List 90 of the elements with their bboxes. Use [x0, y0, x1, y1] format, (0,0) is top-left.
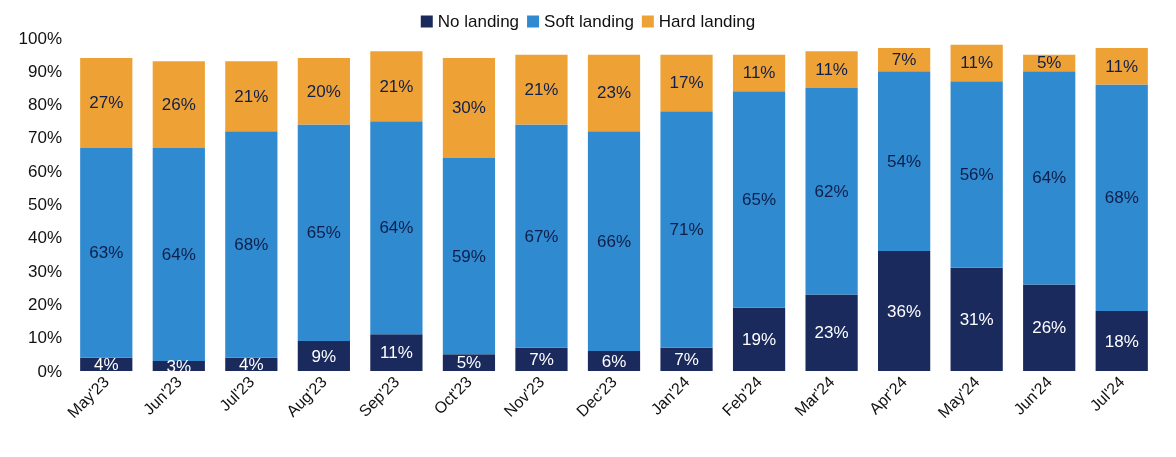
- bar: [878, 71, 931, 252]
- data-label: 21%: [379, 76, 414, 96]
- legend-label: No landing: [437, 12, 520, 31]
- bar: [442, 157, 496, 355]
- y-tick-label: 30%: [27, 261, 62, 281]
- data-label: 19%: [742, 329, 777, 349]
- bar: [370, 51, 423, 122]
- bar: [80, 147, 133, 358]
- data-label: 18%: [1104, 331, 1139, 351]
- data-label: 56%: [959, 165, 994, 185]
- bar: [370, 334, 423, 371]
- bar: [1095, 311, 1148, 371]
- data-label: 64%: [161, 244, 196, 264]
- data-label: 9%: [311, 346, 337, 366]
- data-label: 11%: [742, 63, 776, 83]
- data-label: 7%: [674, 349, 699, 369]
- data-label: 67%: [524, 226, 559, 246]
- legend-label: Soft landing: [544, 12, 634, 31]
- bar: [805, 87, 858, 295]
- data-label: 11%: [815, 60, 848, 80]
- bar: [442, 57, 496, 158]
- data-label: 23%: [596, 83, 632, 103]
- y-tick-label: 70%: [27, 128, 62, 148]
- bar: [805, 294, 858, 371]
- bar: [225, 131, 278, 358]
- data-label: 68%: [1104, 188, 1139, 208]
- data-label: 65%: [742, 190, 777, 210]
- y-tick-label: 0%: [37, 361, 62, 381]
- bar: [297, 124, 350, 342]
- bar: [370, 121, 423, 335]
- data-label: 54%: [887, 151, 922, 171]
- data-label: 62%: [814, 181, 849, 201]
- data-label: 17%: [669, 73, 704, 93]
- bar: [152, 61, 205, 148]
- data-label: 4%: [239, 354, 264, 374]
- bar: [1023, 284, 1076, 371]
- bar: [297, 57, 350, 125]
- bar: [225, 61, 278, 132]
- bar: [660, 54, 713, 112]
- y-tick-label: 90%: [27, 61, 62, 81]
- bar: [515, 54, 568, 125]
- data-label: 31%: [959, 309, 994, 329]
- bar: [950, 267, 1003, 371]
- data-label: 64%: [1032, 168, 1067, 188]
- data-label: 5%: [1036, 53, 1062, 73]
- data-label: 21%: [234, 86, 269, 106]
- bar: [950, 81, 1003, 268]
- bar: [732, 307, 786, 371]
- data-label: 4%: [93, 354, 119, 374]
- data-label: 59%: [451, 246, 486, 266]
- data-label: 11%: [380, 343, 413, 363]
- data-label: 23%: [814, 323, 849, 343]
- y-tick-label: 60%: [27, 161, 62, 181]
- bar: [660, 111, 713, 348]
- y-tick-label: 100%: [18, 28, 62, 48]
- data-label: 27%: [89, 93, 124, 113]
- bar: [80, 57, 133, 148]
- y-tick-label: 50%: [27, 195, 62, 214]
- y-tick-label: 40%: [27, 228, 62, 248]
- bar: [1095, 84, 1148, 312]
- bar: [732, 91, 786, 308]
- bar: [587, 131, 641, 352]
- data-label: 26%: [1032, 318, 1067, 338]
- legend-label: Hard landing: [658, 12, 756, 31]
- data-label: 36%: [887, 301, 922, 321]
- data-label: 20%: [306, 81, 341, 101]
- data-label: 68%: [234, 234, 269, 254]
- data-label: 6%: [601, 351, 627, 371]
- data-label: 21%: [524, 80, 559, 100]
- data-label: 71%: [669, 219, 704, 239]
- y-tick-label: 80%: [27, 95, 62, 115]
- bar: [878, 251, 931, 371]
- data-label: 30%: [451, 98, 486, 118]
- y-tick-label: 10%: [27, 328, 62, 348]
- bar: [805, 51, 858, 88]
- data-label: 7%: [529, 349, 554, 369]
- data-label: 11%: [1105, 56, 1139, 76]
- data-label: 63%: [89, 243, 124, 263]
- bar: [1023, 71, 1076, 285]
- data-label: 65%: [306, 223, 341, 243]
- data-label: 5%: [456, 353, 482, 373]
- y-tick-label: 20%: [27, 294, 62, 314]
- bar: [515, 124, 568, 348]
- data-label: 11%: [960, 53, 994, 73]
- data-label: 26%: [161, 95, 196, 115]
- data-label: 66%: [596, 231, 632, 251]
- data-label: 7%: [891, 50, 917, 70]
- bar: [587, 54, 641, 132]
- data-label: 64%: [379, 218, 414, 238]
- bar: [152, 147, 205, 362]
